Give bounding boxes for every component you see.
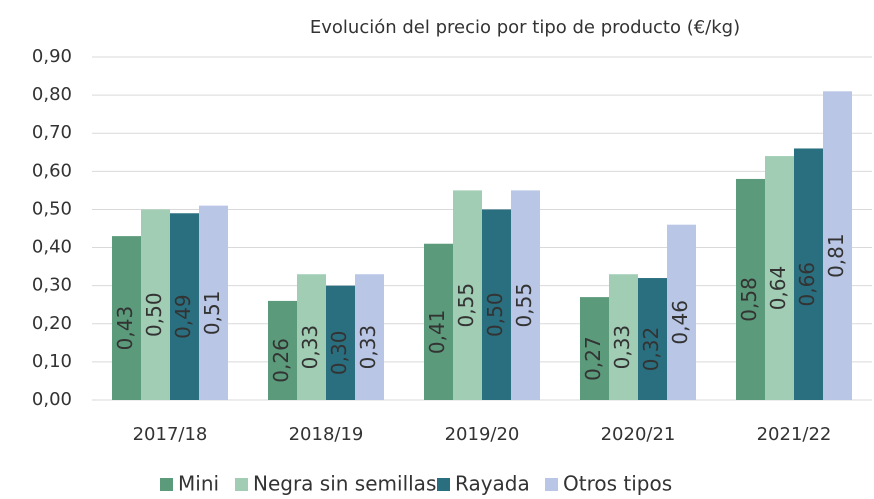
y-tick-label: 0,90 (32, 46, 72, 67)
data-label: 0,43 (113, 306, 137, 351)
bar (170, 213, 199, 400)
bar (326, 285, 355, 400)
bar (609, 274, 638, 400)
x-tick-label: 2018/19 (289, 424, 364, 445)
data-label: 0,30 (327, 331, 351, 376)
bar (794, 148, 823, 400)
data-label: 0,50 (483, 292, 507, 337)
bar (667, 224, 696, 400)
y-tick-label: 0,10 (32, 351, 72, 372)
y-tick-label: 0,40 (32, 237, 72, 258)
bar (736, 178, 765, 400)
legend-label: Mini (178, 472, 219, 496)
data-label: 0,33 (356, 325, 380, 370)
bar (268, 300, 297, 400)
data-label: 0,49 (171, 294, 195, 339)
x-tick-label: 2020/21 (601, 424, 676, 445)
data-label: 0,26 (269, 338, 293, 383)
data-label: 0,64 (766, 266, 790, 311)
y-tick-label: 0,80 (32, 84, 72, 105)
bar (424, 243, 453, 400)
legend-swatch (235, 478, 248, 491)
bar (355, 274, 384, 400)
y-tick-label: 0,30 (32, 275, 72, 296)
y-tick-label: 0,00 (32, 389, 72, 410)
bar (765, 156, 794, 400)
data-label: 0,66 (795, 262, 819, 307)
bar (141, 209, 170, 400)
bar (453, 190, 482, 400)
x-tick-label: 2019/20 (445, 424, 520, 445)
data-label: 0,33 (298, 325, 322, 370)
data-label: 0,27 (581, 336, 605, 381)
data-label: 0,33 (610, 325, 634, 370)
bar (823, 91, 852, 401)
bar (112, 236, 141, 400)
bar (580, 297, 609, 400)
legend-label: Negra sin semillas (253, 472, 436, 496)
data-label: 0,55 (512, 283, 536, 328)
bar (297, 274, 326, 400)
legend-swatch (545, 478, 558, 491)
bar (199, 205, 228, 400)
x-tick-label: 2017/18 (133, 424, 208, 445)
legend-label: Otros tipos (563, 472, 672, 496)
chart-title: Evolución del precio por tipo de product… (310, 17, 740, 38)
legend-label: Rayada (455, 472, 530, 496)
data-label: 0,50 (142, 292, 166, 337)
bar (638, 278, 667, 400)
legend-swatch (437, 478, 450, 491)
data-label: 0,41 (425, 310, 449, 355)
data-label: 0,46 (668, 300, 692, 345)
bar (511, 190, 540, 400)
x-tick-label: 2021/22 (757, 424, 832, 445)
data-label: 0,51 (200, 291, 224, 336)
data-label: 0,32 (639, 327, 663, 372)
data-label: 0,58 (737, 277, 761, 322)
data-label: 0,55 (454, 283, 478, 328)
bar (482, 209, 511, 400)
y-tick-label: 0,50 (32, 198, 72, 219)
data-label: 0,81 (824, 233, 848, 278)
y-tick-label: 0,20 (32, 313, 72, 334)
legend-swatch (160, 478, 173, 491)
y-tick-label: 0,60 (32, 160, 72, 181)
y-tick-label: 0,70 (32, 122, 72, 143)
